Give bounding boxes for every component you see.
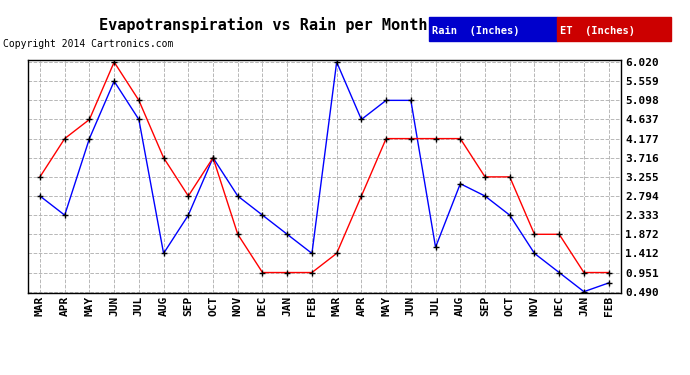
Text: Evapotranspiration vs Rain per Month (Inches) 20140323: Evapotranspiration vs Rain per Month (In… (99, 17, 591, 33)
Text: Copyright 2014 Cartronics.com: Copyright 2014 Cartronics.com (3, 39, 174, 50)
Text: ET  (Inches): ET (Inches) (560, 26, 635, 36)
Text: Rain  (Inches): Rain (Inches) (432, 26, 520, 36)
